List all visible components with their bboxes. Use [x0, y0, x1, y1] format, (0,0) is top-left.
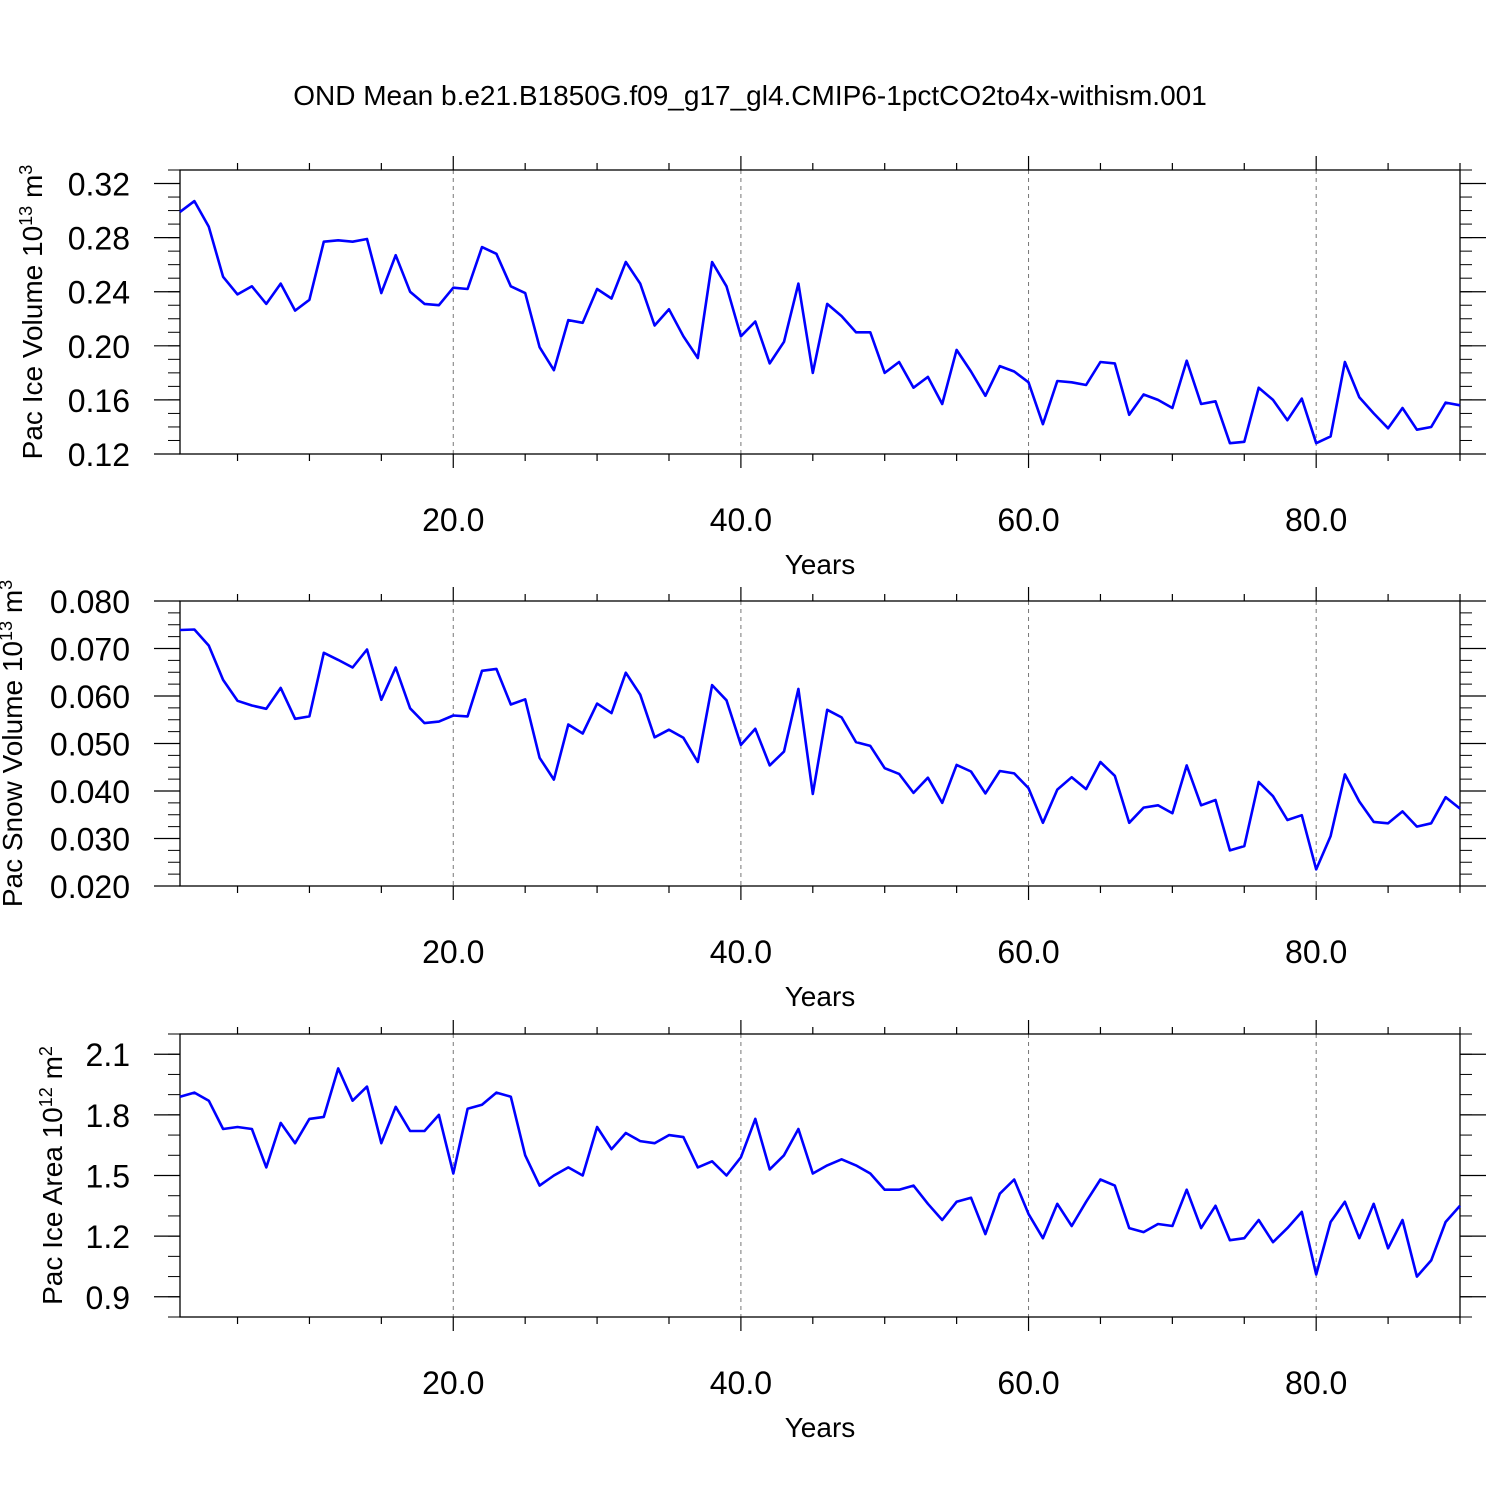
x-axis-label: Years: [785, 1412, 856, 1443]
x-tick-label: 60.0: [997, 934, 1059, 970]
x-tick-label: 60.0: [997, 1365, 1059, 1401]
y-unit-exponent: 3: [16, 165, 36, 175]
x-tick-label: 20.0: [422, 1365, 484, 1401]
series-line: [179, 1067, 1461, 1278]
figure-title: OND Mean b.e21.B1850G.f09_g17_gl4.CMIP6-…: [293, 80, 1207, 111]
y-unit-exponent: 2: [36, 1046, 56, 1056]
plot-frame: [179, 1033, 1461, 1318]
y-tick-label: 0.24: [68, 275, 130, 311]
y-tick-label: 0.040: [50, 774, 130, 810]
series-line: [179, 628, 1461, 871]
panel-ice-volume: 20.0 40.0 60.0 80.0 Years 0.12 0.16 0.20 0.24 0.2…: [16, 156, 1486, 580]
x-tick-label: 20.0: [422, 502, 484, 538]
y-axis-label-part: m: [37, 1056, 68, 1087]
y-tick-label: 0.20: [68, 329, 130, 365]
y-axis-label-part: Pac Ice Area: [37, 1138, 68, 1305]
x-tick-label: 40.0: [710, 502, 772, 538]
y-tick-label: 0.060: [50, 679, 130, 715]
panel-snow-volume: 20.0 40.0 60.0 80.0 Years 0.020 0.030 0.040 0.05…: [0, 580, 1486, 1012]
y-tick-label: 1.2: [86, 1219, 130, 1255]
y-tick-label: 2.1: [86, 1037, 130, 1073]
y-tick-label: 0.020: [50, 869, 130, 905]
x-axis-label: Years: [785, 981, 856, 1012]
y-axis-label-part: Pac Ice Volume: [17, 257, 48, 459]
y-unit-exponent: 3: [0, 580, 16, 590]
y-tick-label: 0.12: [68, 437, 130, 473]
x-tick-label: 80.0: [1285, 934, 1347, 970]
y-unit-exponent: 13: [0, 621, 16, 641]
panel-ice-area: 20.0 40.0 60.0 80.0 Years 0.9 1.2 1.5 1.8 2.1 Pac …: [36, 1020, 1486, 1443]
y-tick-label: 0.32: [68, 167, 130, 203]
y-axis-label-part: 10: [0, 641, 28, 672]
x-tick-label: 20.0: [422, 934, 484, 970]
y-tick-label: 0.030: [50, 822, 130, 858]
x-tick-label: 60.0: [997, 502, 1059, 538]
x-tick-label: 40.0: [710, 934, 772, 970]
y-axis-label-part: m: [17, 175, 48, 206]
y-axis-label: Pac Ice Area 1012 m2: [36, 1046, 68, 1305]
y-tick-label: 0.050: [50, 727, 130, 763]
y-tick-label: 0.080: [50, 584, 130, 620]
y-tick-label: 1.8: [86, 1098, 130, 1134]
plot-frame: [179, 169, 1461, 455]
y-axis-label-part: 10: [37, 1107, 68, 1138]
y-tick-label: 0.070: [50, 632, 130, 668]
x-tick-label: 40.0: [710, 1365, 772, 1401]
y-tick-label: 0.28: [68, 221, 130, 257]
x-tick-label: 80.0: [1285, 502, 1347, 538]
y-tick-label: 1.5: [86, 1159, 130, 1195]
y-axis-label-part: 10: [17, 226, 48, 257]
x-axis-label: Years: [785, 549, 856, 580]
y-axis-label-part: Pac Snow Volume: [0, 672, 28, 907]
y-unit-exponent: 12: [36, 1087, 56, 1107]
y-tick-label: 0.9: [86, 1280, 130, 1316]
y-tick-label: 0.16: [68, 383, 130, 419]
series-line: [179, 199, 1461, 445]
plot-frame: [179, 600, 1461, 887]
y-axis-label-part: m: [0, 590, 28, 621]
y-axis-label: Pac Snow Volume 1013 m3: [0, 580, 28, 907]
x-tick-label: 80.0: [1285, 1365, 1347, 1401]
y-axis-label: Pac Ice Volume 1013 m3: [16, 165, 48, 460]
y-unit-exponent: 13: [16, 206, 36, 226]
